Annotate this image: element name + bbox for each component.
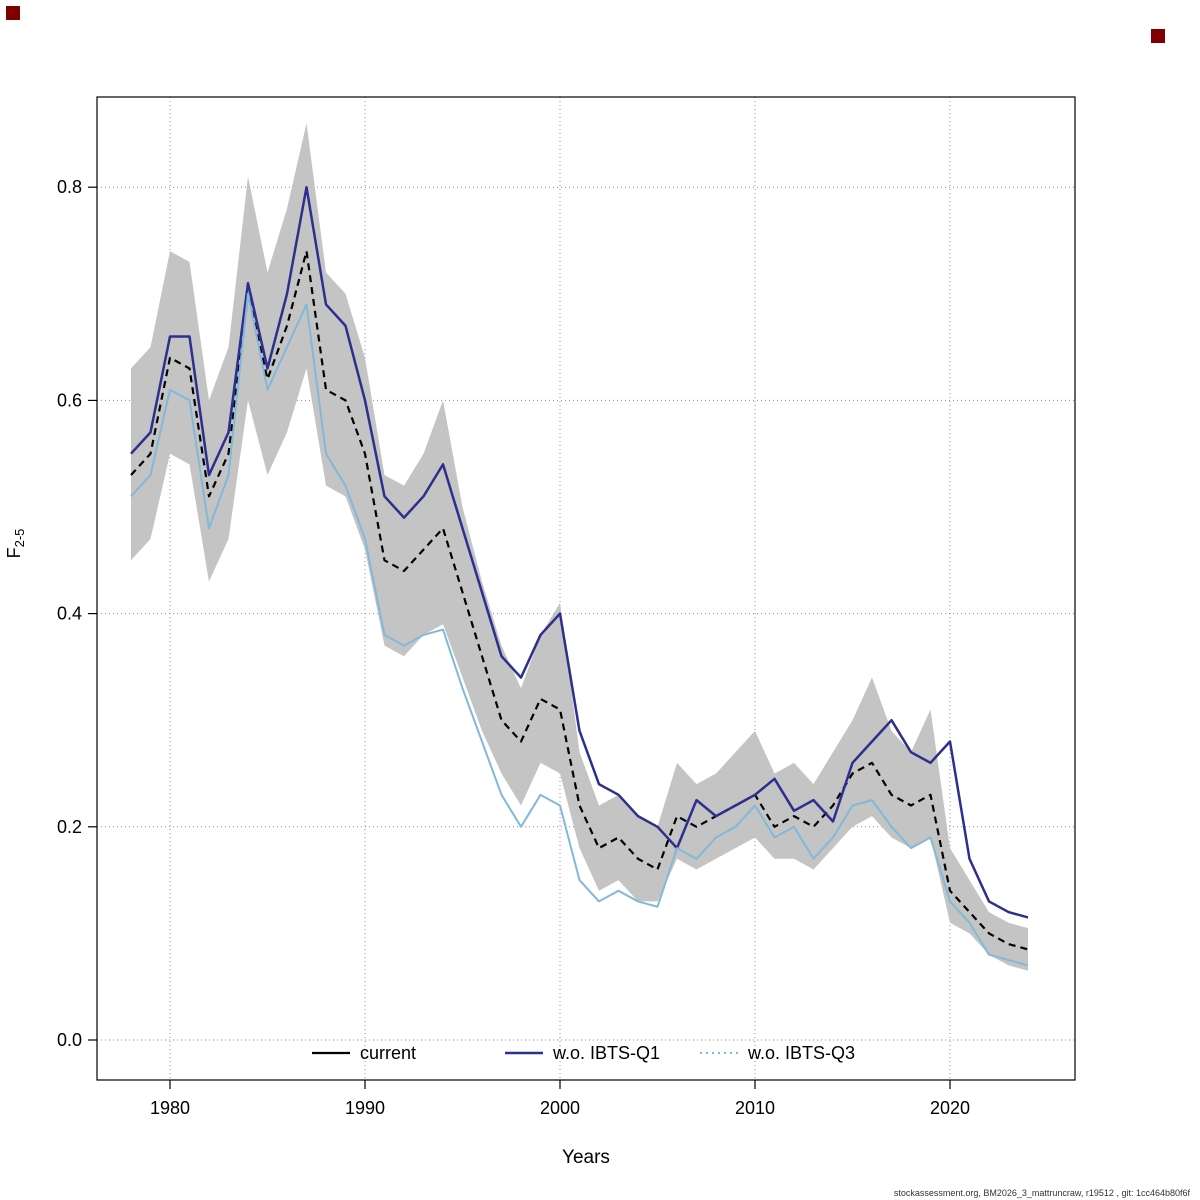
- x-tick-label: 1980: [150, 1098, 190, 1118]
- x-axis-title: Years: [562, 1147, 610, 1168]
- series-line-current: [130, 250, 1029, 951]
- series-line-w-o-ibts-q3: [130, 292, 1029, 967]
- x-tick-label: 1990: [345, 1098, 385, 1118]
- x-tick-label: 2010: [735, 1098, 775, 1118]
- plot-border: [96, 96, 1076, 1081]
- corner-marker-top-right: [1151, 29, 1165, 43]
- x-tick-label: 2000: [540, 1098, 580, 1118]
- legend-label-3: w.o. IBTS-Q3: [747, 1043, 855, 1063]
- y-tick-label: 0.2: [57, 817, 82, 837]
- corner-marker-top-left: [6, 6, 20, 20]
- y-tick-label: 0.8: [57, 177, 82, 197]
- y-tick-label: 0.0: [57, 1030, 82, 1050]
- confidence-band: [131, 123, 1028, 971]
- series-line-w-o-ibts-q1: [130, 185, 1029, 919]
- x-tick-label: 2020: [930, 1098, 970, 1118]
- y-axis-title: F2-5: [4, 529, 27, 559]
- legend-label-2: w.o. IBTS-Q1: [552, 1043, 660, 1063]
- y-tick-label: 0.6: [57, 390, 82, 410]
- y-tick-label: 0.4: [57, 604, 82, 624]
- legend-label-1: current: [360, 1043, 416, 1063]
- footer-credit: stockassessment.org, BM2026_3_mattruncra…: [893, 1188, 1190, 1198]
